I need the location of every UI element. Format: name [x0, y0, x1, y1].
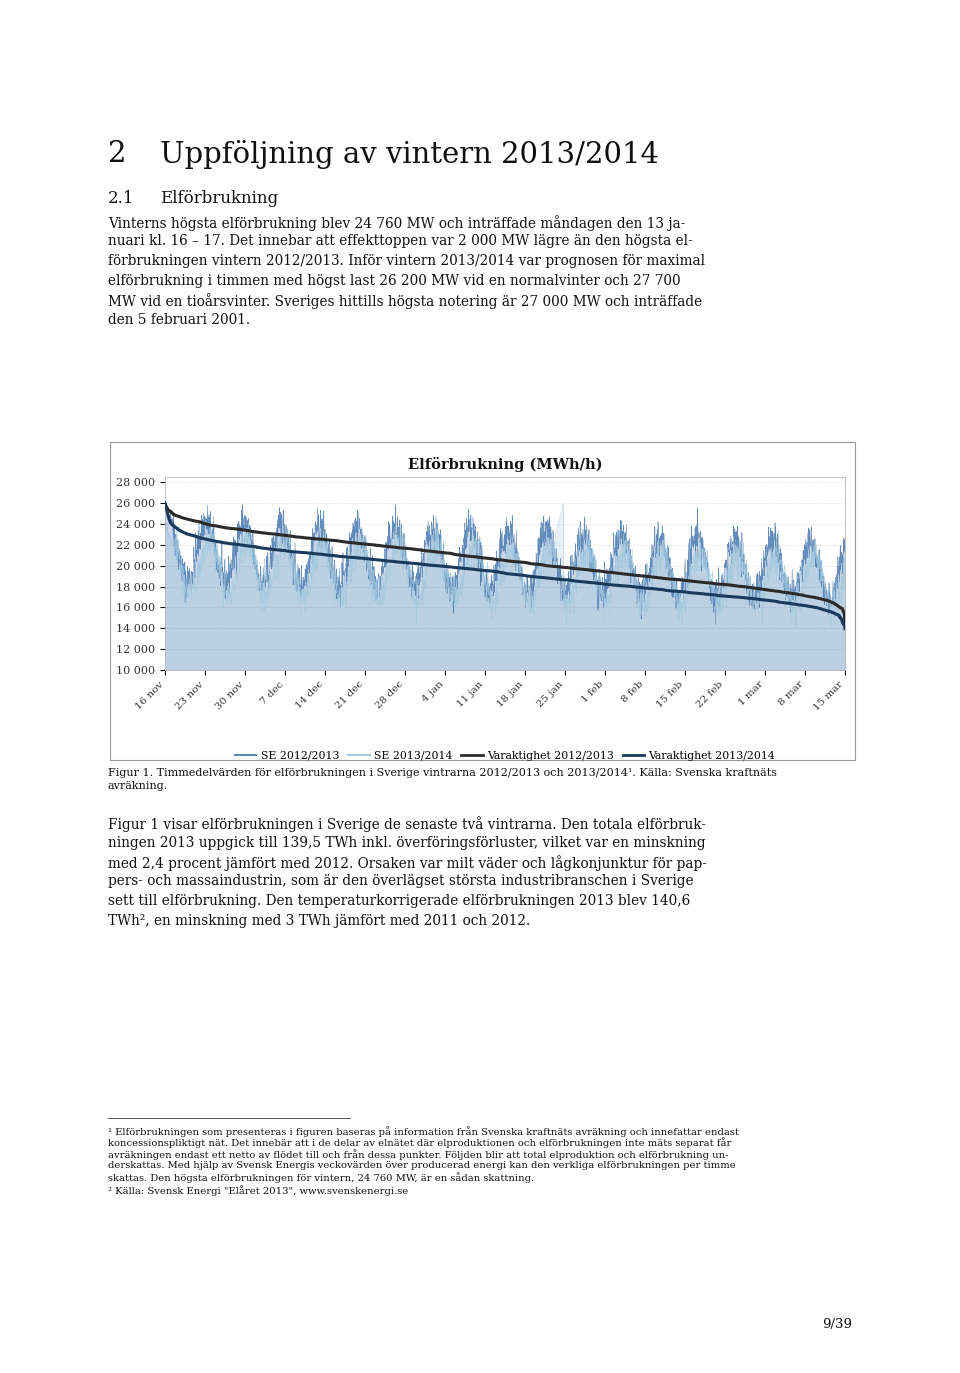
Text: TWh², en minskning med 3 TWh jämfört med 2011 och 2012.: TWh², en minskning med 3 TWh jämfört med… — [108, 913, 530, 928]
Text: ningen 2013 uppgick till 139,5 TWh inkl. överföringsförluster, vilket var en min: ningen 2013 uppgick till 139,5 TWh inkl.… — [108, 836, 706, 850]
Text: skattas. Den högsta elförbrukningen för vintern, 24 760 MW, är en sådan skattnin: skattas. Den högsta elförbrukningen för … — [108, 1173, 534, 1182]
Text: Uppföljning av vintern 2013/2014: Uppföljning av vintern 2013/2014 — [160, 140, 659, 169]
Text: Figur 1 visar elförbrukningen i Sverige de senaste två vintrarna. Den totala elf: Figur 1 visar elförbrukningen i Sverige … — [108, 816, 706, 832]
Text: 9/39: 9/39 — [822, 1318, 852, 1330]
Title: Elförbrukning (MWh/h): Elförbrukning (MWh/h) — [408, 457, 602, 472]
Text: avräkning.: avräkning. — [108, 781, 168, 791]
Bar — [110, 442, 855, 761]
Text: pers- och massaindustrin, som är den överlägset största industribranschen i Sver: pers- och massaindustrin, som är den öve… — [108, 875, 694, 888]
Text: förbrukningen vintern 2012/2013. Inför vintern 2013/2014 var prognosen för maxim: förbrukningen vintern 2012/2013. Inför v… — [108, 254, 706, 268]
Text: avräkningen endast ett netto av flödet till och från dessa punkter. Följden blir: avräkningen endast ett netto av flödet t… — [108, 1149, 729, 1160]
Text: den 5 februari 2001.: den 5 februari 2001. — [108, 313, 251, 327]
Text: 2: 2 — [108, 140, 127, 168]
Text: ² Källa: Svensk Energi "Elåret 2013", www.svenskenergi.se: ² Källa: Svensk Energi "Elåret 2013", ww… — [108, 1185, 408, 1196]
Text: ¹ Elförbrukningen som presenteras i figuren baseras på information från Svenska : ¹ Elförbrukningen som presenteras i figu… — [108, 1126, 739, 1137]
Text: elförbrukning i timmen med högst last 26 200 MW vid en normalvinter och 27 700: elförbrukning i timmen med högst last 26… — [108, 273, 681, 287]
Text: Figur 1. Timmedelvärden för elförbrukningen i Sverige vintrarna 2012/2013 och 20: Figur 1. Timmedelvärden för elförbruknin… — [108, 768, 777, 778]
Text: 2.1: 2.1 — [108, 189, 134, 207]
Legend: SE 2012/2013, SE 2013/2014, Varaktighet 2012/2013, Varaktighet 2013/2014: SE 2012/2013, SE 2013/2014, Varaktighet … — [230, 747, 780, 765]
Text: med 2,4 procent jämfört med 2012. Orsaken var milt väder och lågkonjunktur för p: med 2,4 procent jämfört med 2012. Orsake… — [108, 855, 707, 870]
Text: nuari kl. 16 – 17. Det innebar att effekttoppen var 2 000 MW lägre än den högsta: nuari kl. 16 – 17. Det innebar att effek… — [108, 235, 693, 249]
Text: MW vid en tioårsvinter. Sveriges hittills högsta notering är 27 000 MW och inträ: MW vid en tioårsvinter. Sveriges hittill… — [108, 292, 702, 309]
Text: derskattas. Med hjälp av Svensk Energis veckovärden över producerad energi kan d: derskattas. Med hjälp av Svensk Energis … — [108, 1160, 735, 1170]
Text: Elförbrukning: Elförbrukning — [160, 189, 278, 207]
Text: koncessionspliktigt nät. Det innebär att i de delar av elnätet där elproduktione: koncessionspliktigt nät. Det innebär att… — [108, 1137, 732, 1148]
Text: sett till elförbrukning. Den temperaturkorrigerade elförbrukningen 2013 blev 140: sett till elförbrukning. Den temperaturk… — [108, 894, 690, 908]
Text: Vinterns högsta elförbrukning blev 24 760 MW och inträffade måndagen den 13 ja-: Vinterns högsta elförbrukning blev 24 76… — [108, 216, 685, 231]
